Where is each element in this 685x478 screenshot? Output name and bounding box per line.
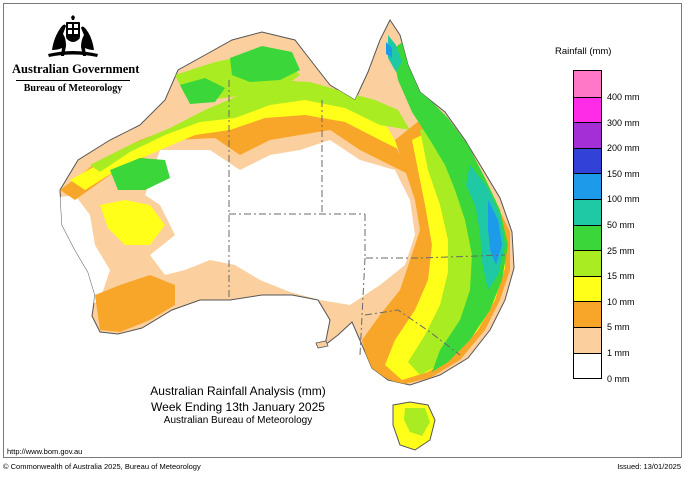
- map-title: Australian Rainfall Analysis (mm): [150, 384, 326, 398]
- band-10mm-north: [70, 92, 400, 190]
- band-25mm-kimberley: [180, 78, 225, 104]
- kangaroo-island: [315, 340, 329, 349]
- legend-title: Rainfall (mm): [555, 46, 612, 57]
- legend-label: 300 mm: [607, 117, 640, 128]
- legend-label: 50 mm: [607, 220, 635, 230]
- tasmania-wet-zone: [404, 408, 430, 436]
- legend-swatch: [574, 352, 601, 379]
- legend-swatch: [574, 326, 601, 353]
- website-link[interactable]: http://www.bom.gov.au: [7, 447, 83, 456]
- legend-swatch: [574, 147, 601, 174]
- legend-label: 150 mm: [607, 168, 640, 179]
- dry-zone-central: [145, 140, 415, 305]
- legend-swatch: [574, 250, 601, 276]
- legend-swatch: [574, 96, 601, 123]
- map-frame: [3, 3, 682, 458]
- copyright-text: © Commonwealth of Australia 2025, Bureau…: [3, 462, 201, 471]
- band-10mm-west: [100, 200, 165, 245]
- legend-label: 1 mm: [607, 348, 630, 358]
- legend-swatch: [574, 301, 601, 327]
- map-period: Week Ending 13th January 2025: [151, 400, 325, 414]
- band-50mm-capeyork: [388, 35, 402, 72]
- bureau-title: Bureau of Meteorology: [23, 83, 123, 94]
- band-15mm-north: [90, 80, 410, 172]
- government-logo: Australian Government Bureau of Meteorol…: [12, 14, 140, 94]
- legend-swatch: [574, 224, 601, 251]
- band-100mm-east: [488, 200, 502, 265]
- legend-label: 400 mm: [607, 92, 640, 102]
- legend-label: 0 mm: [607, 373, 630, 384]
- rainfall-zones: [60, 35, 510, 385]
- map-source: Australian Bureau of Meteorology: [163, 415, 313, 426]
- legend-label: 15 mm: [607, 271, 635, 282]
- legend-swatch: [574, 275, 601, 302]
- coat-of-arms-icon: [48, 15, 98, 57]
- legend-scale: [573, 70, 602, 380]
- band-100mm-capeyork: [386, 42, 392, 58]
- government-title: Australian Government: [12, 62, 140, 76]
- legend-label: 25 mm: [607, 245, 635, 256]
- legend-swatch: [574, 198, 601, 225]
- logo-divider: [16, 80, 130, 81]
- band-25mm-topend: [230, 46, 300, 82]
- legend-swatch: [574, 71, 601, 97]
- band-25mm-east: [392, 40, 508, 372]
- legend-label: 200 mm: [607, 143, 640, 154]
- legend-swatch: [574, 173, 601, 199]
- state-borders: [228, 80, 506, 356]
- band-5mm-southwest: [95, 275, 175, 332]
- issued-date: Issued: 13/01/2025: [617, 462, 681, 471]
- band-25mm-westcoast: [110, 158, 170, 190]
- map-title-block: Australian Rainfall Analysis (mm) Week E…: [112, 384, 364, 427]
- legend-label: 10 mm: [607, 296, 635, 307]
- legend-swatch: [574, 122, 601, 148]
- legend-label: 100 mm: [607, 194, 640, 205]
- legend-label: 5 mm: [607, 322, 630, 333]
